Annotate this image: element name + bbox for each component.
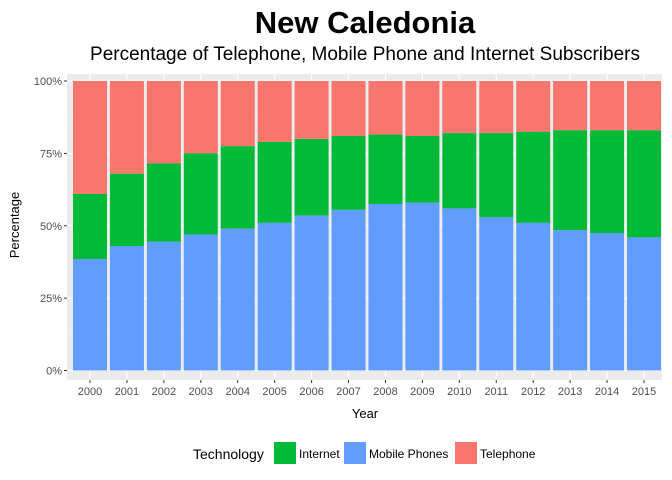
bar-telephone-2006 xyxy=(294,81,329,139)
bar-internet-2003 xyxy=(183,153,218,235)
x-tick-label: 2006 xyxy=(299,386,323,398)
x-tick-label: 2008 xyxy=(373,386,397,398)
x-axis-title: Year xyxy=(352,406,379,421)
bar-mobile-phones-2007 xyxy=(331,209,366,371)
y-tick-label: 25% xyxy=(40,293,62,305)
legend-title: Technology xyxy=(193,446,264,462)
bar-internet-2010 xyxy=(442,133,477,209)
bar-internet-2001 xyxy=(109,173,144,247)
x-tick-label: 2004 xyxy=(225,386,249,398)
x-tick-label: 2001 xyxy=(115,386,139,398)
bar-internet-2005 xyxy=(257,141,292,223)
legend-key-mobile-phones xyxy=(344,442,366,464)
x-tick-label: 2011 xyxy=(484,386,508,398)
y-tick-label: 75% xyxy=(40,148,62,160)
bar-telephone-2012 xyxy=(516,81,551,132)
bar-internet-2007 xyxy=(331,136,366,210)
x-tick-label: 2015 xyxy=(632,386,656,398)
bar-mobile-phones-2014 xyxy=(590,232,625,371)
bar-mobile-phones-2003 xyxy=(183,234,218,371)
bar-internet-2009 xyxy=(405,136,440,203)
x-axis-ticks: 2000 2001 2002 2003 2004 2005 2006 2007 2008 2009… xyxy=(78,380,656,398)
chart-title: New Caledonia xyxy=(255,5,476,40)
bar-mobile-phones-2013 xyxy=(553,230,588,371)
legend-key-telephone xyxy=(455,442,477,464)
bar-telephone-2007 xyxy=(331,81,366,137)
bar-internet-2011 xyxy=(479,133,514,218)
bar-internet-2002 xyxy=(146,163,181,242)
x-tick-label: 2013 xyxy=(558,386,582,398)
x-tick-label: 2012 xyxy=(521,386,545,398)
bar-mobile-phones-2004 xyxy=(220,228,255,371)
bar-telephone-2010 xyxy=(442,81,477,134)
bar-telephone-2008 xyxy=(368,81,403,135)
bar-internet-2014 xyxy=(590,130,625,233)
bar-mobile-phones-2015 xyxy=(627,237,661,371)
y-tick-label: 0% xyxy=(46,366,62,378)
bar-telephone-2002 xyxy=(146,81,181,164)
bars xyxy=(73,81,661,371)
bar-internet-2012 xyxy=(516,131,551,223)
bar-internet-2006 xyxy=(294,138,329,216)
bar-telephone-2004 xyxy=(220,81,255,147)
y-axis-title: Percentage xyxy=(7,192,22,259)
y-tick-label: 100% xyxy=(34,76,62,88)
bar-mobile-phones-2011 xyxy=(479,217,514,371)
x-tick-label: 2010 xyxy=(447,386,471,398)
bar-telephone-2003 xyxy=(183,81,218,154)
bar-telephone-2011 xyxy=(479,81,514,134)
y-tick-label: 50% xyxy=(40,221,62,233)
legend-label-telephone: Telephone xyxy=(480,447,536,461)
bar-internet-2015 xyxy=(627,130,661,238)
bar-internet-2004 xyxy=(220,146,255,229)
bar-mobile-phones-2005 xyxy=(257,222,292,371)
bar-internet-2000 xyxy=(73,193,107,260)
bar-mobile-phones-2008 xyxy=(368,204,403,371)
bar-telephone-2015 xyxy=(627,81,661,131)
bar-mobile-phones-2009 xyxy=(405,202,440,371)
bar-mobile-phones-2006 xyxy=(294,215,329,371)
bar-telephone-2005 xyxy=(257,81,292,142)
x-tick-label: 2003 xyxy=(189,386,213,398)
x-tick-label: 2009 xyxy=(410,386,434,398)
bar-telephone-2009 xyxy=(405,81,440,137)
legend-label-internet: Internet xyxy=(299,447,340,461)
bar-telephone-2000 xyxy=(73,81,107,194)
x-tick-label: 2005 xyxy=(262,386,286,398)
legend-key-internet xyxy=(274,442,296,464)
y-axis-ticks: 0% 25% 50% 75% 100% xyxy=(34,76,67,378)
bar-mobile-phones-2002 xyxy=(146,241,181,371)
chart-subtitle: Percentage of Telephone, Mobile Phone an… xyxy=(90,44,640,65)
bar-telephone-2014 xyxy=(590,81,625,131)
bar-mobile-phones-2000 xyxy=(73,259,107,371)
bar-internet-2008 xyxy=(368,134,403,205)
bar-telephone-2013 xyxy=(553,81,588,131)
bar-mobile-phones-2012 xyxy=(516,222,551,371)
x-tick-label: 2007 xyxy=(336,386,360,398)
bar-internet-2013 xyxy=(553,130,588,231)
x-tick-label: 2002 xyxy=(152,386,176,398)
legend: Technology Internet Mobile Phones Telephon… xyxy=(193,442,536,464)
bar-telephone-2001 xyxy=(109,81,144,174)
x-tick-label: 2000 xyxy=(78,386,102,398)
x-tick-label: 2014 xyxy=(595,386,619,398)
bar-mobile-phones-2010 xyxy=(442,208,477,371)
bar-mobile-phones-2001 xyxy=(109,246,144,371)
legend-label-mobile-phones: Mobile Phones xyxy=(369,447,448,461)
